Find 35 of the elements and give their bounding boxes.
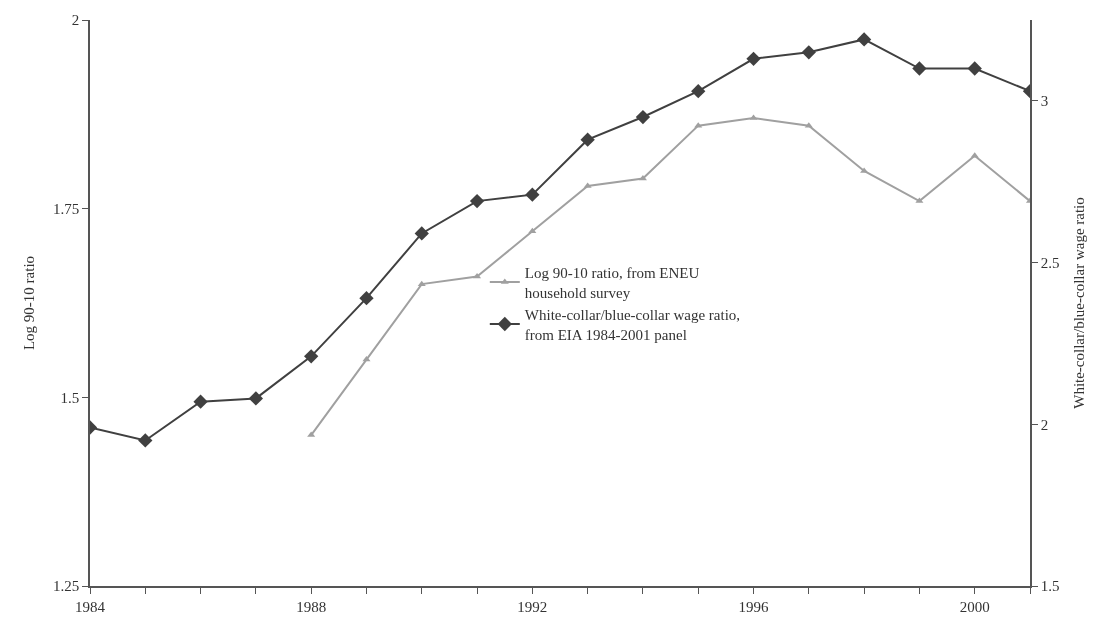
point xyxy=(801,45,816,60)
point xyxy=(359,291,374,306)
point xyxy=(912,61,927,76)
y-tick-label: 1.25 xyxy=(53,578,80,595)
y-axis-title: Log 90-10 ratio xyxy=(20,255,37,351)
y2-axis-title: White-collar/blue-collar wage ratio xyxy=(1071,197,1087,409)
point xyxy=(691,84,706,99)
x-tick-label: 1992 xyxy=(517,598,548,615)
point xyxy=(528,227,537,234)
point xyxy=(580,132,595,147)
point xyxy=(469,193,485,209)
point xyxy=(193,394,208,409)
point xyxy=(138,433,153,448)
y2-tick-label: 2 xyxy=(1040,416,1049,433)
point xyxy=(304,349,319,364)
point xyxy=(635,109,651,125)
point xyxy=(638,174,647,181)
point xyxy=(746,51,761,66)
y2-tick-label: 1.5 xyxy=(1040,578,1060,595)
x-tick-label: 1988 xyxy=(296,598,327,615)
x-tick-label: 1996 xyxy=(738,598,770,615)
legend-label: Log 90-10 ratio, from ENEU household survey xyxy=(524,265,700,301)
point xyxy=(248,391,264,406)
y-tick-label: 2 xyxy=(71,12,80,29)
y2-tick-label: 2.5 xyxy=(1040,254,1060,271)
point xyxy=(414,226,429,241)
point xyxy=(525,187,540,202)
x-tick-label: 1984 xyxy=(75,598,106,615)
point xyxy=(967,61,982,76)
y2-tick-label: 3 xyxy=(1040,93,1049,110)
legend-label: White-collar/blue-collar wage ratio, from EIA 1984-2001 panel xyxy=(524,307,741,343)
y-tick-label: 1.5 xyxy=(60,389,80,406)
y-tick-label: 1.75 xyxy=(53,200,80,217)
point xyxy=(856,32,872,47)
x-tick-label: 2000 xyxy=(959,598,990,615)
